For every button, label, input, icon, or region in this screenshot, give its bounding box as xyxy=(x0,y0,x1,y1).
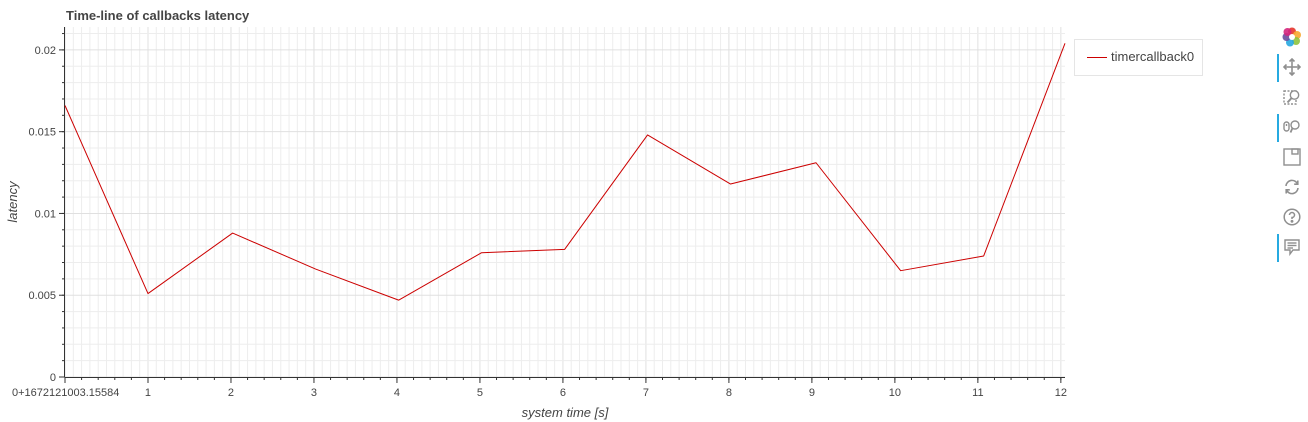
legend[interactable]: timercallback0 xyxy=(1074,39,1203,76)
y-tick-label: 0.015 xyxy=(28,127,56,139)
x-tick-label: 3 xyxy=(311,387,317,399)
legend-swatch xyxy=(1087,57,1107,58)
axes: 0+1672121003.15584 1 2 3 4 5 6 7 8 9 10 11 1200.0050… xyxy=(12,27,1067,399)
wheel-zoom-icon[interactable] xyxy=(1276,114,1308,142)
chart-title: Time-line of callbacks latency xyxy=(66,8,250,23)
series-layer xyxy=(64,43,1066,301)
help-icon[interactable] xyxy=(1276,204,1308,230)
y-axis-label: latency xyxy=(5,180,20,223)
x-tick-label: 7 xyxy=(643,387,649,399)
bokeh-logo-icon[interactable] xyxy=(1276,24,1308,50)
y-tick-label: 0 xyxy=(50,372,56,384)
x-tick-label: 6 xyxy=(560,387,566,399)
y-tick-label: 0.01 xyxy=(35,208,56,220)
x-tick-label: 11 xyxy=(972,387,983,399)
x-axis-label: system time [s] xyxy=(522,405,609,420)
series-line-timercallback0 xyxy=(64,43,1066,301)
x-tick-label: 2 xyxy=(228,387,234,399)
hover-icon[interactable] xyxy=(1276,234,1308,262)
x-tick-label: 9 xyxy=(809,387,815,399)
x-tick-label: 10 xyxy=(889,387,901,399)
x-tick-label: 4 xyxy=(394,387,400,399)
legend-item-label: timercallback0 xyxy=(1111,49,1195,64)
pan-icon[interactable] xyxy=(1276,54,1308,82)
box-zoom-icon[interactable] xyxy=(1276,84,1308,110)
y-tick-label: 0.005 xyxy=(28,290,56,302)
reset-icon[interactable] xyxy=(1276,174,1308,200)
x-tick-label: 8 xyxy=(726,387,732,399)
grid xyxy=(64,27,1065,378)
x-tick-label: 12 xyxy=(1055,387,1067,399)
y-tick-label: 0.02 xyxy=(35,45,56,57)
x-tick-label: 0+1672121003.15584 xyxy=(12,387,119,399)
x-tick-label: 5 xyxy=(477,387,483,399)
toolbar xyxy=(1276,24,1308,274)
save-icon[interactable] xyxy=(1276,144,1308,170)
x-tick-label: 1 xyxy=(145,387,151,399)
